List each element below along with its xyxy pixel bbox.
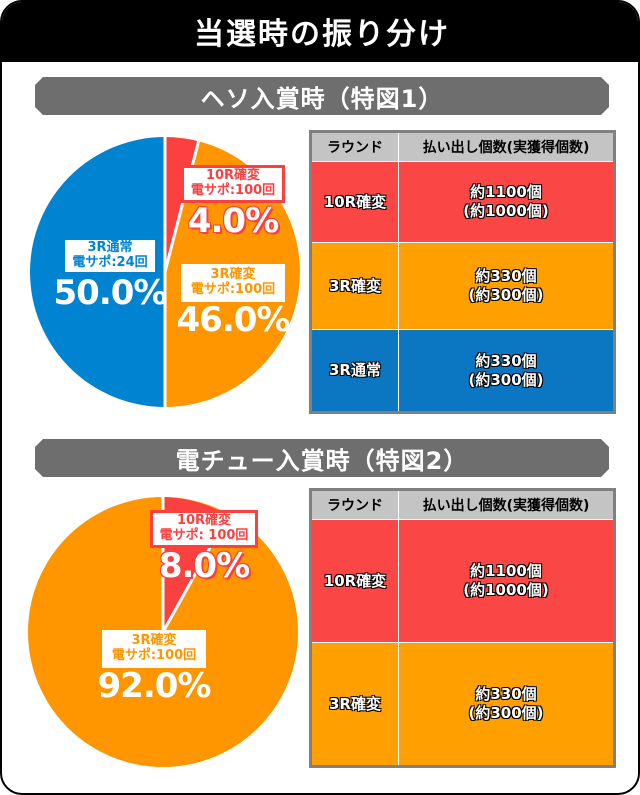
table-cell-round: 10R確変	[310, 519, 399, 643]
payout-table-heso: ラウンド 払い出し個数(実獲得個数) 10R確変 約1100個 (約1000個)…	[309, 130, 616, 414]
payout-line-1: 約1100個	[470, 562, 542, 581]
pie-label-sub: 電サポ:100回	[190, 281, 276, 297]
table-cell-round: 3R確変	[310, 242, 399, 330]
pie-label-percent: 46.0%	[176, 300, 291, 341]
page-title-bar: 当選時の振り分け	[2, 2, 638, 62]
pie-label-percent: 4.0%	[187, 201, 279, 242]
pie-label-box: 3R通常 電サポ:24回	[62, 237, 158, 276]
payout-table-denchu: ラウンド 払い出し個数(実獲得個数) 10R確変 約1100個 (約1000個)…	[309, 488, 616, 768]
pie-label-box: 10R確変 電サポ:100回	[180, 165, 286, 204]
payout-line-1: 約330個	[475, 267, 537, 286]
table-cell-payout: 約1100個 (約1000個)	[398, 161, 615, 243]
table-cell-round: 3R通常	[310, 329, 399, 413]
pie-label-sub: 電サポ:24回	[72, 254, 148, 270]
table-row: 10R確変 約1100個 (約1000個)	[310, 161, 615, 243]
pie-label-sub: 電サポ:100回	[190, 182, 276, 198]
section-header-heso: ヘソ入賞時（特図1）	[35, 77, 609, 115]
payout-line-2: (約1000個)	[463, 581, 549, 599]
pie-label-name: 10R確変	[176, 513, 232, 528]
section-heading-label: ヘソ入賞時（特図1）	[200, 84, 444, 113]
section-header-denchu: 電チュー入賞時（特図2）	[35, 439, 609, 477]
table-row: 3R確変 約330個 (約300個)	[310, 242, 615, 330]
pie-label-3r-kakuhen: 3R確変 電サポ:100回 92.0%	[88, 630, 220, 703]
payout-line-1: 約330個	[475, 351, 537, 370]
payout-line-1: 約1100個	[470, 183, 542, 202]
payout-line-2: (約1000個)	[463, 202, 549, 220]
table-col-round: ラウンド	[310, 489, 399, 520]
section-heading-label: 電チュー入賞時（特図2）	[175, 446, 469, 475]
pie-label-10r-kakuhen: 10R確変 電サポ:100回 4.0%	[170, 165, 296, 238]
table-header-row: ラウンド 払い出し個数(実獲得個数)	[310, 489, 615, 520]
pie-label-sub: 電サポ: 100回	[159, 527, 249, 543]
pie-label-name: 10R確変	[205, 168, 261, 183]
table-cell-round: 3R確変	[310, 642, 399, 767]
pie-label-name: 3R通常	[87, 240, 133, 255]
table-cell-payout: 約330個 (約300個)	[398, 329, 615, 413]
table-col-round: ラウンド	[310, 131, 399, 162]
pie-separator	[163, 140, 201, 273]
pie-label-3r-normal: 3R通常 電サポ:24回 50.0%	[47, 237, 173, 310]
table-cell-payout: 約330個 (約300個)	[398, 242, 615, 330]
payout-line-2: (約300個)	[468, 370, 544, 389]
pie-label-sub: 電サポ:100回	[111, 647, 197, 663]
table-col-payout: 払い出し個数(実獲得個数)	[398, 489, 615, 520]
payout-line-2: (約300個)	[468, 286, 544, 304]
page-title: 当選時の振り分け	[194, 17, 450, 52]
pie-label-percent: 50.0%	[53, 273, 168, 314]
pie-label-name: 3R確変	[210, 267, 256, 282]
table-row: 10R確変 約1100個 (約1000個)	[310, 519, 615, 643]
table-col-payout: 払い出し個数(実獲得個数)	[398, 131, 615, 162]
payout-line-1: 約330個	[475, 685, 537, 704]
pie-label-10r-kakuhen: 10R確変 電サポ: 100回 8.0%	[136, 510, 272, 583]
pie-label-3r-kakuhen: 3R確変 電サポ:100回 46.0%	[167, 264, 299, 337]
pie-label-box: 3R確変 電サポ:100回	[180, 264, 286, 303]
pie-label-box: 3R確変 電サポ:100回	[101, 630, 207, 669]
table-row: 3R通常 約330個 (約300個)	[310, 329, 615, 413]
pie-label-percent: 92.0%	[97, 666, 212, 707]
table-header-row: ラウンド 払い出し個数(実獲得個数)	[310, 131, 615, 162]
table-cell-payout: 約1100個 (約1000個)	[398, 519, 615, 643]
pie-label-name: 3R確変	[131, 633, 177, 648]
table-cell-payout: 約330個 (約300個)	[398, 642, 615, 767]
table-cell-round: 10R確変	[310, 161, 399, 243]
pie-label-box: 10R確変 電サポ: 100回	[149, 510, 259, 549]
table-row: 3R確変 約330個 (約300個)	[310, 642, 615, 767]
pie-label-percent: 8.0%	[158, 546, 250, 587]
payout-line-2: (約300個)	[468, 704, 544, 722]
